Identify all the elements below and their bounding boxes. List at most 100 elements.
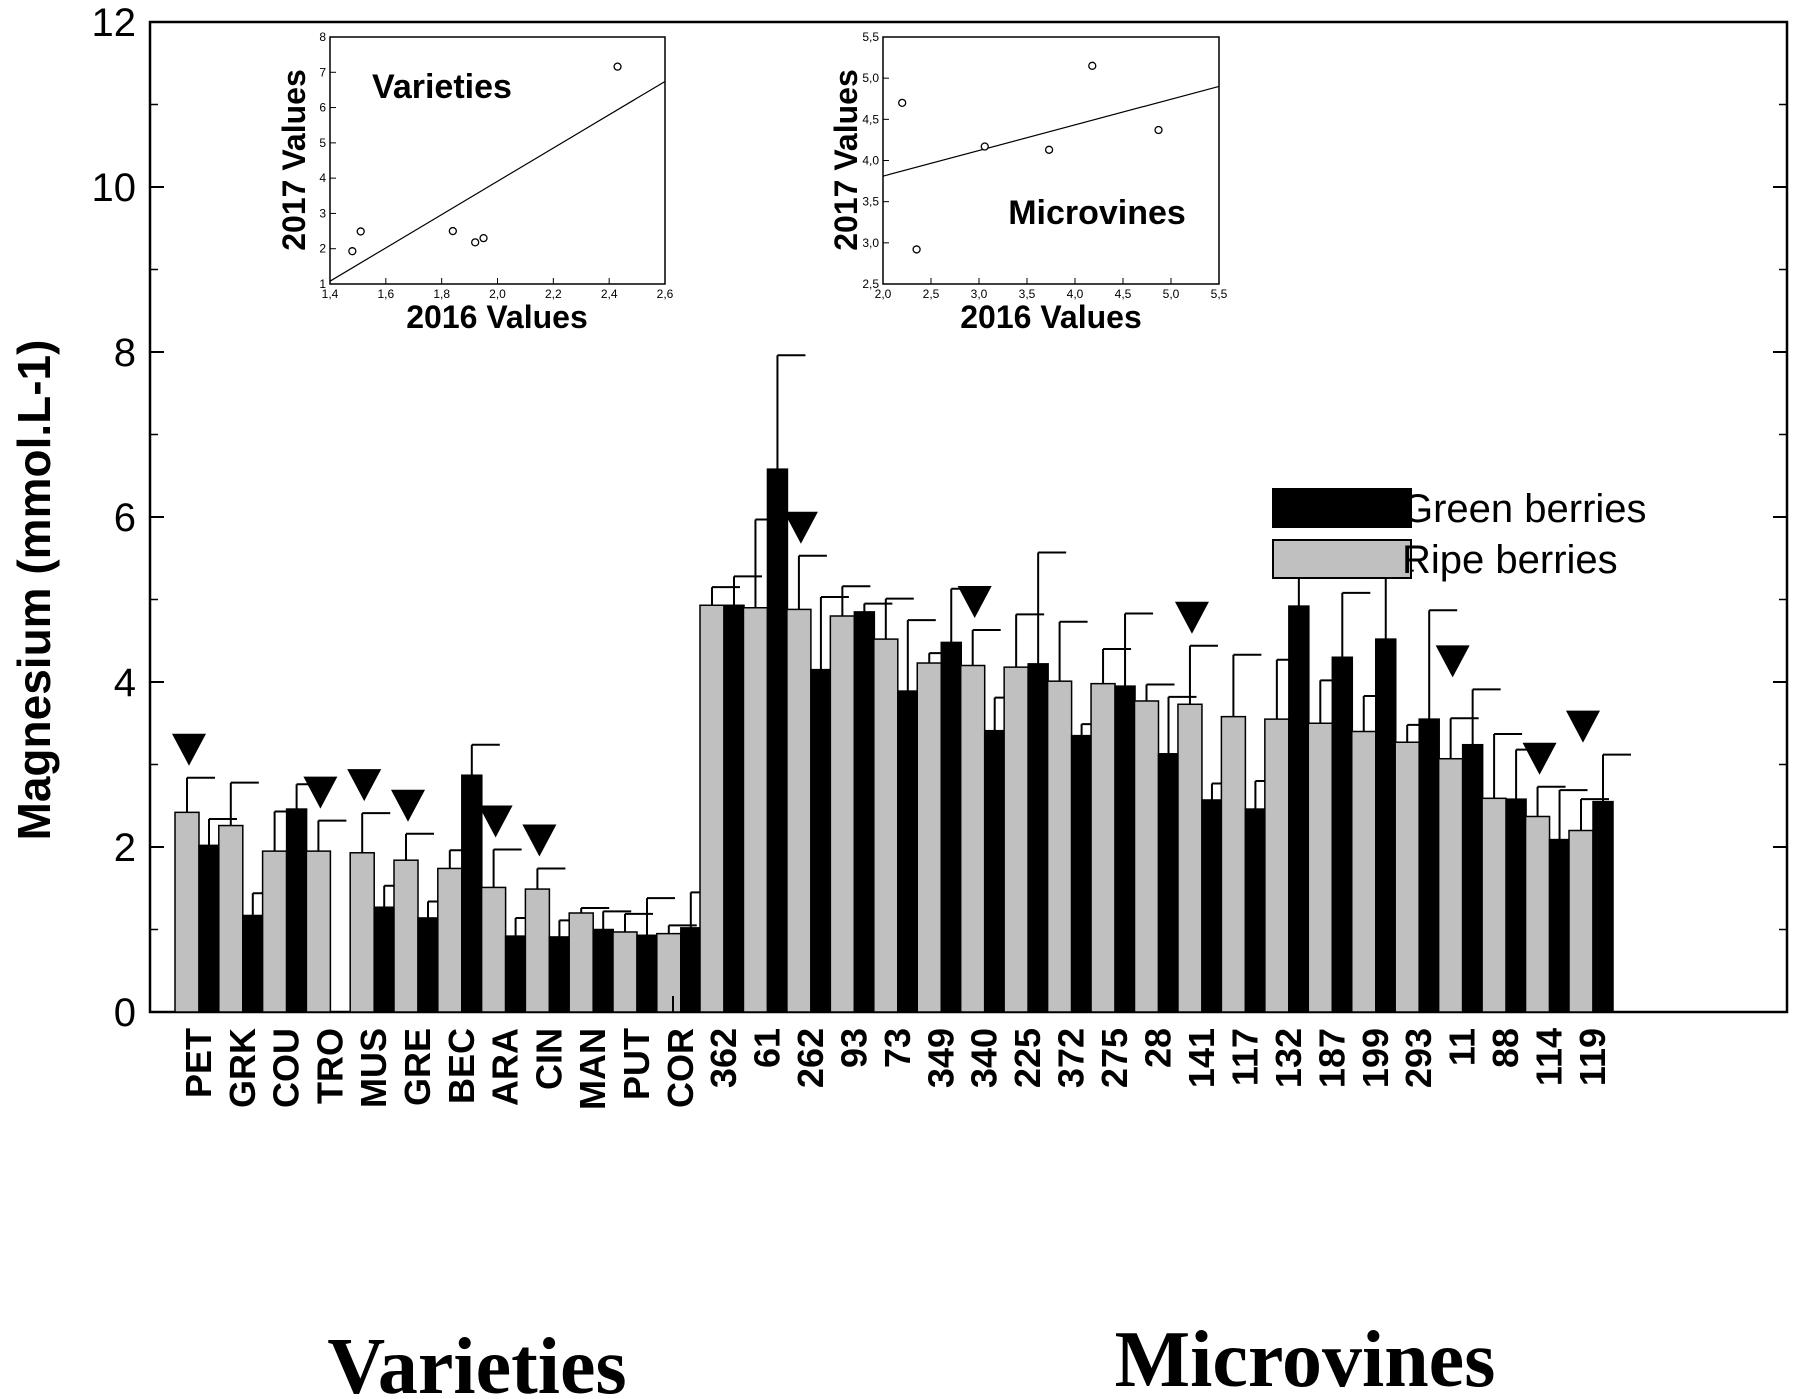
inset-point (898, 98, 907, 108)
category-label-340: 340 (964, 1028, 1005, 1088)
bar-green-262 (810, 668, 832, 1013)
category-label-372: 372 (1051, 1028, 1092, 1088)
inset-x-tick-label: 2,0 (489, 287, 506, 301)
inset-point (1154, 125, 1163, 135)
significance-marker-MUS (347, 769, 382, 802)
category-label-141: 141 (1181, 1028, 1222, 1088)
inset-point (448, 226, 457, 236)
category-label-132: 132 (1268, 1028, 1309, 1088)
bar-green-93 (853, 611, 876, 1013)
bar-ripe-187 (1307, 722, 1334, 1013)
category-label-275: 275 (1094, 1028, 1135, 1088)
bar-ripe-61 (742, 607, 769, 1013)
inset-x-tick-label: 5,0 (1163, 287, 1180, 301)
y-axis-title: Magnesium (mmol.L-1) (8, 340, 60, 841)
bar-green-COU (285, 808, 308, 1013)
inset-x-tick-label: 1,6 (377, 287, 394, 301)
bar-green-132 (1288, 605, 1310, 1013)
category-label-28: 28 (1138, 1028, 1179, 1068)
significance-marker-11 (1435, 645, 1470, 678)
y-tick-label: 12 (92, 1, 137, 45)
bar-ripe-COU (261, 850, 288, 1013)
category-label-114: 114 (1529, 1028, 1570, 1086)
bar-green-73 (897, 690, 919, 1013)
group-label-microvines: Microvines (1115, 1316, 1496, 1399)
category-label-262: 262 (790, 1028, 831, 1088)
inset-y-tick-label: 6 (319, 101, 326, 115)
inset-point (1088, 61, 1097, 70)
inset-point (479, 233, 488, 243)
bar-ripe-MAN (568, 912, 594, 1013)
inset-x-axis-title: 2016 Values (960, 299, 1141, 335)
bar-green-141 (1201, 799, 1223, 1013)
y-tick-label: 10 (92, 166, 137, 210)
inset-x-tick-label: 2,4 (601, 287, 618, 301)
bar-ripe-275 (1090, 682, 1116, 1013)
inset-point (471, 238, 480, 247)
significance-marker-PET (172, 733, 206, 766)
category-label-73: 73 (877, 1028, 918, 1068)
inset-microvines-scatter: 2,0 2,5 3,0 3,5 4,0 4,5 5,0 5,52,53,03,54,04,55… (828, 30, 1228, 335)
bar-ripe-293 (1394, 741, 1420, 1013)
inset-x-tick-label: 2,2 (545, 287, 562, 301)
bar-green-119 (1592, 800, 1614, 1013)
bar-green-ARA (504, 935, 527, 1013)
category-label-225: 225 (1007, 1028, 1048, 1088)
category-label-GRE: GRE (397, 1028, 438, 1106)
inset-y-axis-title: 2017 Values (828, 69, 864, 250)
inset-y-tick-label: 3,0 (862, 236, 879, 250)
inset-x-tick-label: 3,0 (971, 287, 988, 301)
category-label-CIN: CIN (528, 1028, 569, 1090)
inset-point (980, 142, 989, 151)
inset-x-tick-label: 2,6 (657, 287, 674, 301)
inset-x-tick-label: 4,0 (1067, 287, 1084, 301)
category-label-88: 88 (1485, 1028, 1526, 1068)
bar-ripe-11 (1437, 757, 1464, 1013)
inset-x-tick-label: 3,5 (1019, 287, 1036, 301)
bar-ripe-362 (699, 604, 725, 1013)
category-label-BEC: BEC (441, 1028, 482, 1104)
bar-green-114 (1548, 838, 1571, 1013)
inset-varieties-scatter: 1,4 1,6 1,8 2,0 2,2 2,4 2,6 1 2 3 4 5 6 7 8 Varieties 20… (276, 30, 674, 335)
bar-green-340 (983, 729, 1006, 1013)
legend: Green berries Ripe berries (1272, 487, 1647, 582)
inset-y-tick-label: 4,0 (862, 154, 879, 168)
inset-y-tick-label: 1 (319, 277, 326, 291)
bar-ripe-PUT (612, 931, 638, 1013)
bar-green-372 (1070, 734, 1093, 1013)
bar-green-CIN (548, 936, 571, 1013)
significance-marker-GRE (391, 789, 425, 822)
bar-ripe-73 (873, 638, 899, 1013)
bar-green-88 (1505, 798, 1527, 1013)
y-tick-label: 6 (114, 496, 136, 540)
bar-ripe-132 (1264, 718, 1290, 1013)
category-label-TRO: TRO (309, 1028, 350, 1104)
inset-y-tick-label: 5,5 (862, 30, 879, 44)
bar-green-293 (1418, 718, 1440, 1013)
category-label-MUS: MUS (353, 1028, 394, 1108)
inset-frame (882, 36, 1220, 285)
bar-green-COR (680, 927, 702, 1013)
bar-ripe-199 (1351, 730, 1377, 1013)
bar-green-PET (198, 844, 220, 1013)
inset-frame (329, 36, 666, 285)
bar-ripe-349 (916, 662, 942, 1013)
bar-ripe-COR (656, 932, 682, 1013)
bar-green-199 (1375, 638, 1397, 1013)
y-tick-label: 0 (114, 991, 136, 1035)
bar-green-61 (766, 468, 789, 1013)
inset-fit-line (329, 80, 666, 282)
significance-marker-ARA (478, 805, 513, 838)
inset-x-tick-label: 1,4 (322, 287, 339, 301)
bar-ripe-262 (786, 608, 812, 1013)
bar-green-11 (1461, 743, 1484, 1013)
bar-ripe-340 (959, 664, 986, 1013)
inset-title: Microvines (1008, 194, 1186, 232)
inset-y-tick-label: 3 (319, 206, 326, 220)
significance-marker-340 (957, 586, 992, 619)
inset-point (1044, 145, 1054, 154)
category-label-61: 61 (746, 1028, 787, 1068)
bar-green-PUT (636, 934, 658, 1013)
y-tick-label: 4 (114, 661, 136, 705)
bar-green-MUS (373, 906, 395, 1013)
